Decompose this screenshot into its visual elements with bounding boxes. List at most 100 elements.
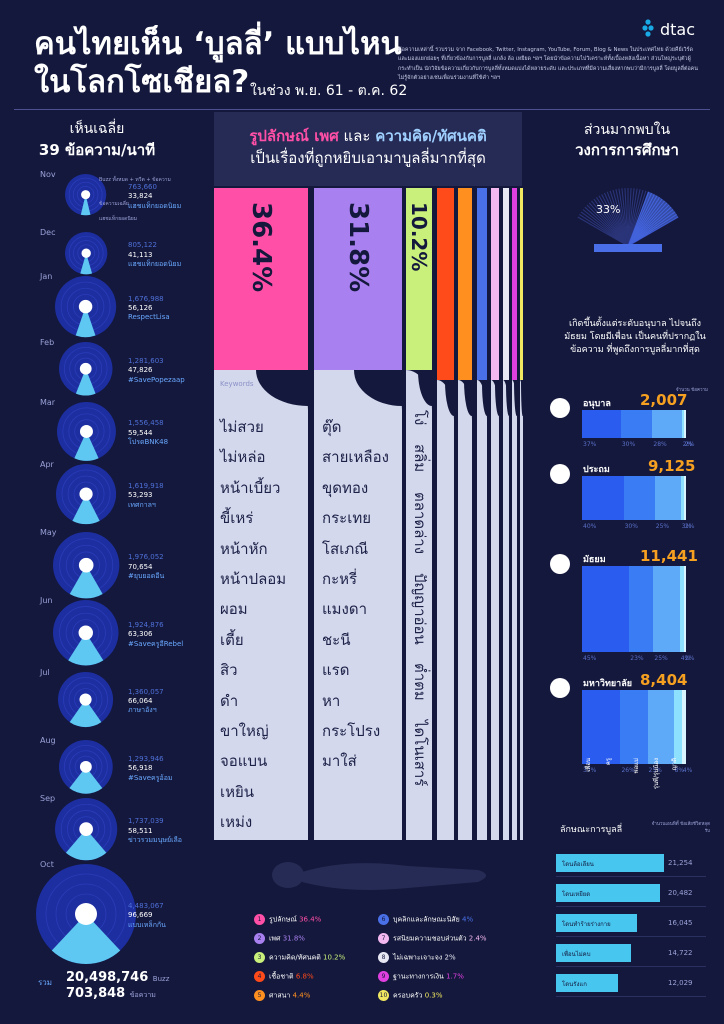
- legend-pct: 36.4%: [299, 915, 322, 924]
- month-stats: 1,976,052 70,654 #ยุบยอดอีน: [128, 553, 164, 581]
- total-messages: 703,848 ข้อความ: [66, 986, 156, 1001]
- month-messages: 96,669: [128, 911, 153, 920]
- month-messages: 59,544: [128, 428, 153, 437]
- month-buzz-circle: [59, 740, 113, 794]
- legend-item: 4 เชื้อชาติ 6.8%: [254, 971, 314, 983]
- bar-personality-notch: [481, 380, 487, 416]
- legend-label: เชื้อชาติ: [269, 972, 296, 981]
- month-buzz: 1,619,918: [128, 482, 164, 491]
- month-buzz: 1,293,946: [128, 754, 164, 763]
- level-segment: [673, 690, 682, 764]
- center-heading: รูปลักษณ์ เพศ และ ความคิด/ทัศนคติ เป็นเร…: [214, 112, 522, 186]
- message-wedge: [81, 194, 91, 216]
- bully-type-bar: โดนรังแก: [556, 974, 618, 992]
- month-hashtag: แฮชแท็กยอดนิยม: [128, 260, 182, 269]
- keyword: กระเทย: [322, 509, 371, 528]
- keyword: กระโปรง: [322, 722, 381, 741]
- segment-label: ครู: [605, 758, 612, 766]
- keyword: ตุ๊ด: [322, 418, 342, 436]
- keyword: ต่ำตม: [411, 663, 429, 702]
- legend-pct: 6.8%: [295, 972, 314, 981]
- segment-label: พ่อแม่: [633, 758, 640, 774]
- bar-family: [520, 188, 523, 380]
- keyword: ชะนี: [322, 630, 351, 649]
- bar-unspecified-notch: [505, 380, 509, 416]
- legend-pct: 31.8%: [282, 934, 305, 943]
- keyword: โสเภณี: [322, 539, 369, 558]
- keyword: มาใส่: [322, 752, 357, 771]
- message-wedge: [69, 565, 103, 599]
- level-segment: [683, 566, 686, 652]
- month-messages: 58,511: [128, 826, 153, 835]
- month-buzz: 805,122: [128, 241, 157, 250]
- message-wedge: [70, 699, 102, 728]
- legend-number: 10: [378, 990, 389, 1001]
- month-messages: 33,824: [128, 192, 153, 201]
- brand-name: dtac: [660, 20, 696, 39]
- level-value: 11,441: [640, 547, 698, 565]
- month-buzz: 1,924,876: [128, 620, 164, 629]
- dtac-logo: dtac: [640, 16, 704, 42]
- keyword: เตี้ย: [220, 630, 244, 649]
- right-heading-line2: วงการการศึกษา: [575, 141, 679, 160]
- bar-gender-pct: 31.8%: [343, 202, 373, 293]
- level-segment: [683, 476, 686, 520]
- bar-finance-lower: [512, 420, 517, 840]
- message-wedge: [76, 368, 96, 396]
- keyword: ขุดทอง: [322, 478, 369, 497]
- level-segment: [582, 690, 621, 764]
- month-buzz-circle: [59, 342, 113, 396]
- keywords-label: Keywords: [220, 380, 254, 388]
- left-heading-line2: 39 ข้อความ/นาที: [38, 140, 156, 159]
- legend-number: 3: [254, 952, 265, 963]
- bar-attitude-pct: 10.2%: [407, 202, 431, 272]
- bar-finance-notch: [514, 380, 517, 416]
- segment-pct: 26%: [621, 767, 635, 774]
- month-buzz: 1,556,458: [128, 419, 164, 428]
- month-hashtag: #Saveครูอ้อม: [128, 773, 173, 782]
- month-hashtag: ภาษาอังฯ: [128, 706, 157, 715]
- total-buzz: 20,498,746 Buzz: [66, 970, 170, 985]
- legend-label: เพศ: [269, 934, 283, 943]
- keyword: สายเหลือง: [322, 448, 389, 467]
- level-avatar-icon: [550, 464, 570, 484]
- legend-item: 7 รสนิยมความชอบส่วนตัว 2.4%: [378, 933, 487, 945]
- month-messages: 53,293: [128, 491, 153, 500]
- level-name: มหาวิทยาลัย: [583, 679, 633, 689]
- left-heading-line1: เห็นเฉลี่ย: [69, 121, 125, 137]
- month-buzz-circle: [52, 532, 120, 599]
- bar-gender-lower: [314, 410, 402, 840]
- message-wedge: [51, 914, 121, 964]
- legend-buzz-label: Buzz ทั้งหมด + ทวีต + ข้อความ: [99, 177, 171, 183]
- month-hashtag: RespectLisa: [128, 313, 170, 322]
- legend-number: 7: [378, 933, 389, 944]
- legend-pct: 4.4%: [292, 991, 311, 1000]
- legend-pct: 0.3%: [424, 991, 443, 1000]
- intro-text: ข้อความเหล่านี้ รวบรวม จาก Facebook, Twi…: [398, 47, 698, 82]
- segment-pct: 2%: [684, 441, 695, 448]
- month-hashtag: แบบเหล็กกัน: [128, 920, 166, 929]
- level-segment: [582, 566, 630, 652]
- legend-label: รสนิยมความชอบส่วนตัว: [393, 934, 469, 943]
- month-stats: 1,293,946 56,918 #Saveครูอ้อม: [128, 755, 173, 783]
- segment-pct: 8%: [674, 767, 685, 774]
- level-segment: [629, 566, 654, 652]
- legend-item: 1 รูปลักษณ์ 36.4%: [254, 914, 321, 926]
- center-dot: [79, 424, 93, 438]
- month-hashtag: #SaveครูอีRebel: [128, 639, 184, 648]
- bully-type-value: 16,045: [668, 919, 693, 927]
- segment-pct: 2%: [684, 523, 695, 530]
- legend-item: 8 ไม่เฉพาะเจาะจง 2%: [378, 952, 456, 964]
- month-label: Mar: [40, 398, 56, 407]
- level-segment: [582, 410, 621, 438]
- level-value: 2,007: [640, 391, 688, 409]
- keywords-appearance: ไม่สวย ไม่หล่อ หน้าเบี้ยว ขี้เหร่ หน้าหัก หน้…: [220, 412, 286, 838]
- month-hashtag: #SavePopezaap: [128, 375, 185, 384]
- bully-type-label: โดนเหยียด: [562, 891, 591, 898]
- level-segment: [680, 476, 684, 520]
- legend-pct: 2%: [444, 953, 456, 962]
- month-buzz: 1,281,603: [128, 356, 164, 365]
- education-note: เกิดขึ้นตั้งแต่ระดับอนุบาล ไปจนถึงมัธยม …: [564, 319, 706, 356]
- segment-pct: 30%: [621, 441, 636, 448]
- month-label: Apr: [40, 460, 54, 469]
